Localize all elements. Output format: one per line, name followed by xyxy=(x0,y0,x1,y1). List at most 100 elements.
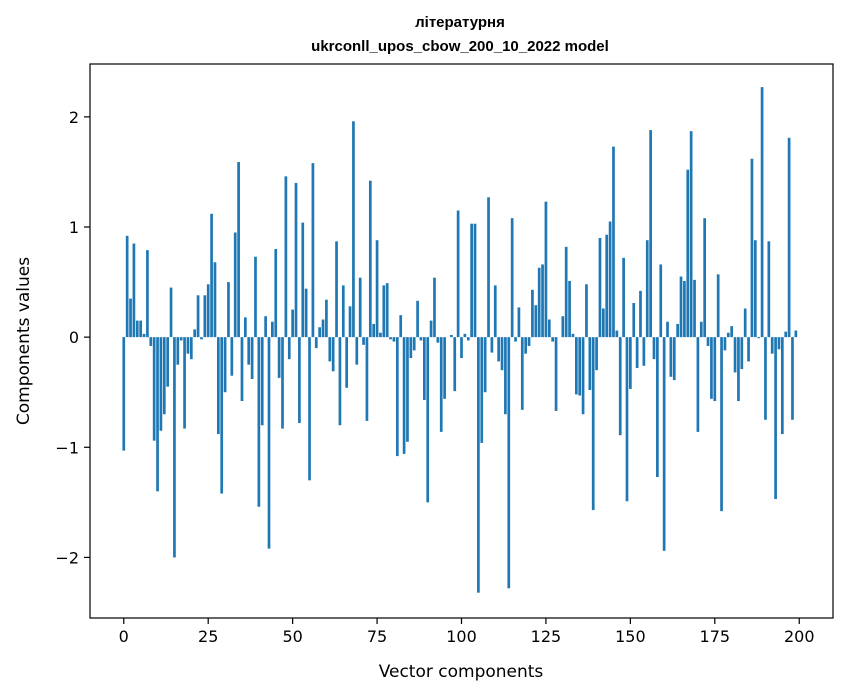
bar xyxy=(659,264,663,338)
bar xyxy=(416,300,419,338)
bar xyxy=(487,197,490,338)
bar xyxy=(740,337,744,370)
bar xyxy=(713,337,717,402)
bar xyxy=(183,337,186,429)
chart-subtitle: ukrconll_upos_cbow_200_10_2022 model xyxy=(311,38,609,55)
bar xyxy=(281,337,284,429)
bar xyxy=(196,295,200,338)
bar xyxy=(554,337,558,411)
bar xyxy=(247,337,251,365)
bar xyxy=(574,337,578,395)
bar xyxy=(216,337,220,435)
bar xyxy=(733,337,737,373)
bar xyxy=(304,288,308,338)
bar xyxy=(368,180,372,338)
x-tick-label: 150 xyxy=(615,627,646,646)
bar xyxy=(453,337,457,392)
x-tick-label: 175 xyxy=(700,627,731,646)
bar xyxy=(547,319,551,338)
bar xyxy=(433,277,436,338)
bar xyxy=(753,240,757,338)
bar xyxy=(699,321,703,338)
bar xyxy=(571,333,575,338)
bar xyxy=(767,241,771,338)
bar xyxy=(298,337,301,424)
bar xyxy=(436,337,440,343)
bar xyxy=(520,337,524,410)
bar xyxy=(382,285,386,338)
bar xyxy=(375,240,379,338)
bar xyxy=(233,232,237,338)
bar xyxy=(379,332,382,338)
bar xyxy=(176,337,180,365)
bar xyxy=(672,337,676,381)
bar xyxy=(166,337,170,387)
x-tick-label: 0 xyxy=(119,627,129,646)
bar xyxy=(561,316,565,338)
bar xyxy=(142,333,146,338)
bar xyxy=(686,169,690,338)
bars-group xyxy=(122,87,798,593)
bar xyxy=(720,337,723,512)
bar xyxy=(747,337,750,362)
bar xyxy=(605,234,609,338)
bar xyxy=(726,332,730,338)
bar xyxy=(601,308,605,338)
bar xyxy=(615,330,619,338)
y-tick-label: 2 xyxy=(69,108,79,127)
bar xyxy=(541,264,544,338)
bar xyxy=(490,337,494,353)
bar xyxy=(419,337,423,341)
bar xyxy=(311,163,315,338)
bar xyxy=(629,337,632,389)
bar xyxy=(473,223,477,338)
bar xyxy=(737,337,740,402)
bar xyxy=(564,246,568,338)
bar xyxy=(291,309,294,338)
bar xyxy=(706,337,710,346)
bar xyxy=(159,337,163,431)
bar xyxy=(689,131,693,338)
bar xyxy=(338,337,342,426)
bar xyxy=(666,321,669,338)
bar xyxy=(568,280,571,338)
bar xyxy=(703,218,707,338)
y-axis-ticks: −2 −1 0 1 2 xyxy=(55,108,90,567)
bar xyxy=(544,201,548,338)
bar xyxy=(348,306,352,338)
bar xyxy=(483,337,487,393)
bar xyxy=(608,221,612,338)
bar xyxy=(456,210,460,338)
bar xyxy=(770,337,774,354)
bar xyxy=(466,337,470,341)
bar xyxy=(341,285,345,338)
bar xyxy=(517,307,521,338)
bar xyxy=(791,337,794,420)
bar xyxy=(122,337,126,451)
bar xyxy=(669,337,673,377)
x-tick-label: 25 xyxy=(198,627,218,646)
bar xyxy=(392,337,396,342)
bar xyxy=(412,337,416,351)
bar xyxy=(635,337,639,368)
bar xyxy=(676,323,679,338)
bar xyxy=(625,337,629,502)
bar xyxy=(328,337,332,362)
bar xyxy=(784,331,788,338)
bar xyxy=(618,337,622,436)
bar xyxy=(429,320,433,338)
bar xyxy=(335,241,338,338)
x-axis-label: Vector components xyxy=(379,662,544,682)
bar xyxy=(696,337,700,432)
bar xyxy=(139,320,143,338)
bar xyxy=(358,277,362,338)
bar xyxy=(493,285,497,338)
bar xyxy=(477,337,480,593)
bar xyxy=(230,337,234,376)
bar xyxy=(693,279,696,338)
x-tick-label: 50 xyxy=(282,627,302,646)
bar xyxy=(244,317,247,338)
bar xyxy=(531,289,534,338)
bar xyxy=(179,337,183,341)
bar xyxy=(125,235,129,338)
